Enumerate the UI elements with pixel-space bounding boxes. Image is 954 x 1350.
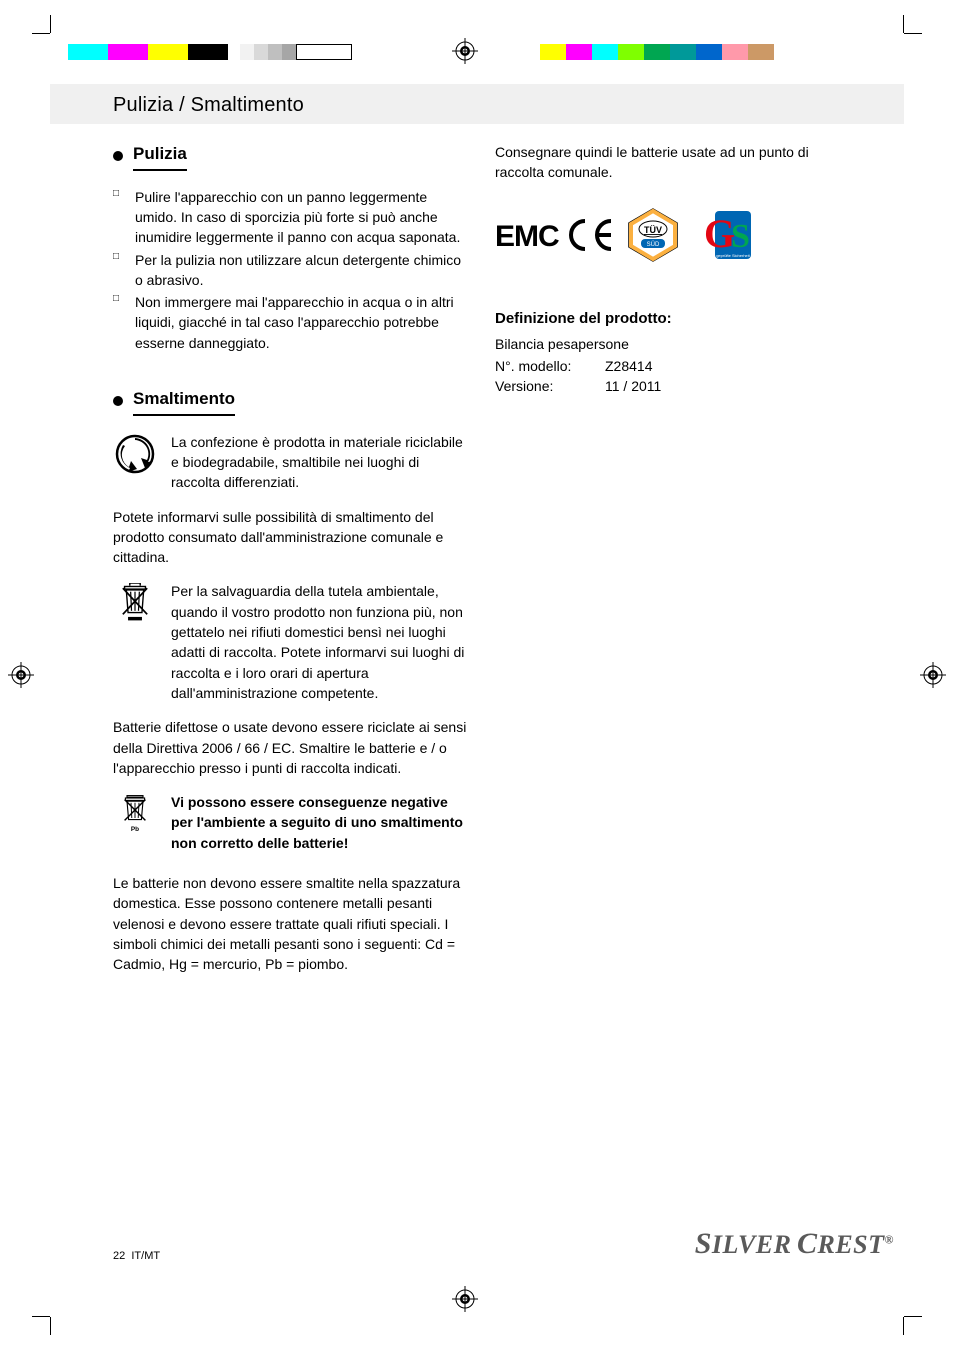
section-bullet-icon [113,396,123,406]
weee-bin-icon [113,581,157,703]
page-header-title: Pulizia / Smaltimento [113,91,304,120]
battery-return-para: Consegnare quindi le batterie usate ad u… [495,142,849,183]
svg-text:TÜV: TÜV [644,225,662,235]
recycle-text: La confezione è prodotta in materiale ri… [171,432,467,493]
battery-warning-text: Vi possono essere conseguenze negative p… [171,792,467,853]
registration-mark-icon [452,1286,478,1312]
disposal-para-3: Le batterie non devono essere smaltite n… [113,873,467,974]
registration-mark-icon [920,662,946,688]
registration-mark-icon [452,38,478,64]
section-bullet-icon [113,151,123,161]
product-definition-table: N°. modello:Z28414Versione:11 / 2011 [495,356,849,397]
disposal-para-1: Potete informarvi sulle possibilità di s… [113,507,467,568]
list-item: Pulire l'apparecchio con un panno legger… [135,187,467,248]
ce-mark-icon [567,217,617,258]
brand-logo: SILVER CREST® [695,1222,894,1266]
colorbar-left [68,44,228,60]
colorbar-right [540,44,774,60]
svg-text:geprüfte Sicherheit: geprüfte Sicherheit [716,253,750,258]
left-column: Pulizia Pulire l'apparecchio con un pann… [113,142,467,988]
gs-mark-icon: GSgeprüfte Sicherheit [689,207,753,268]
graybar [240,44,352,60]
svg-text:S: S [731,218,750,255]
pulizia-list: Pulire l'apparecchio con un panno legger… [113,187,467,353]
battery-bin-icon: Pb [113,792,157,853]
section-title-pulizia: Pulizia [133,142,187,171]
registration-mark-icon [8,662,34,688]
page-header-band: Pulizia / Smaltimento [50,84,904,124]
table-row: Versione:11 / 2011 [495,376,849,396]
list-item: Per la pulizia non utilizzare alcun dete… [135,250,467,291]
product-definition-heading: Definizione del prodotto: [495,308,849,330]
recycle-icon [113,432,157,493]
emc-label: EMC [495,215,559,259]
page-number: 22 IT/MT [113,1249,160,1265]
list-item: Non immergere mai l'apparecchio in acqua… [135,292,467,353]
disposal-para-2: Batterie difettose o usate devono essere… [113,717,467,778]
certification-row: EMC TÜV SÜD GSgeprüfte Sicherheit [495,207,849,268]
svg-text:SÜD: SÜD [646,241,659,248]
svg-text:Pb: Pb [131,826,139,833]
product-definition-line: Bilancia pesapersone [495,334,849,354]
section-title-smaltimento: Smaltimento [133,387,235,416]
tuv-mark-icon: TÜV SÜD [625,207,681,268]
right-column: Consegnare quindi le batterie usate ad u… [495,142,849,988]
weee-bin-text: Per la salvaguardia della tutela ambient… [171,581,467,703]
table-row: N°. modello:Z28414 [495,356,849,376]
